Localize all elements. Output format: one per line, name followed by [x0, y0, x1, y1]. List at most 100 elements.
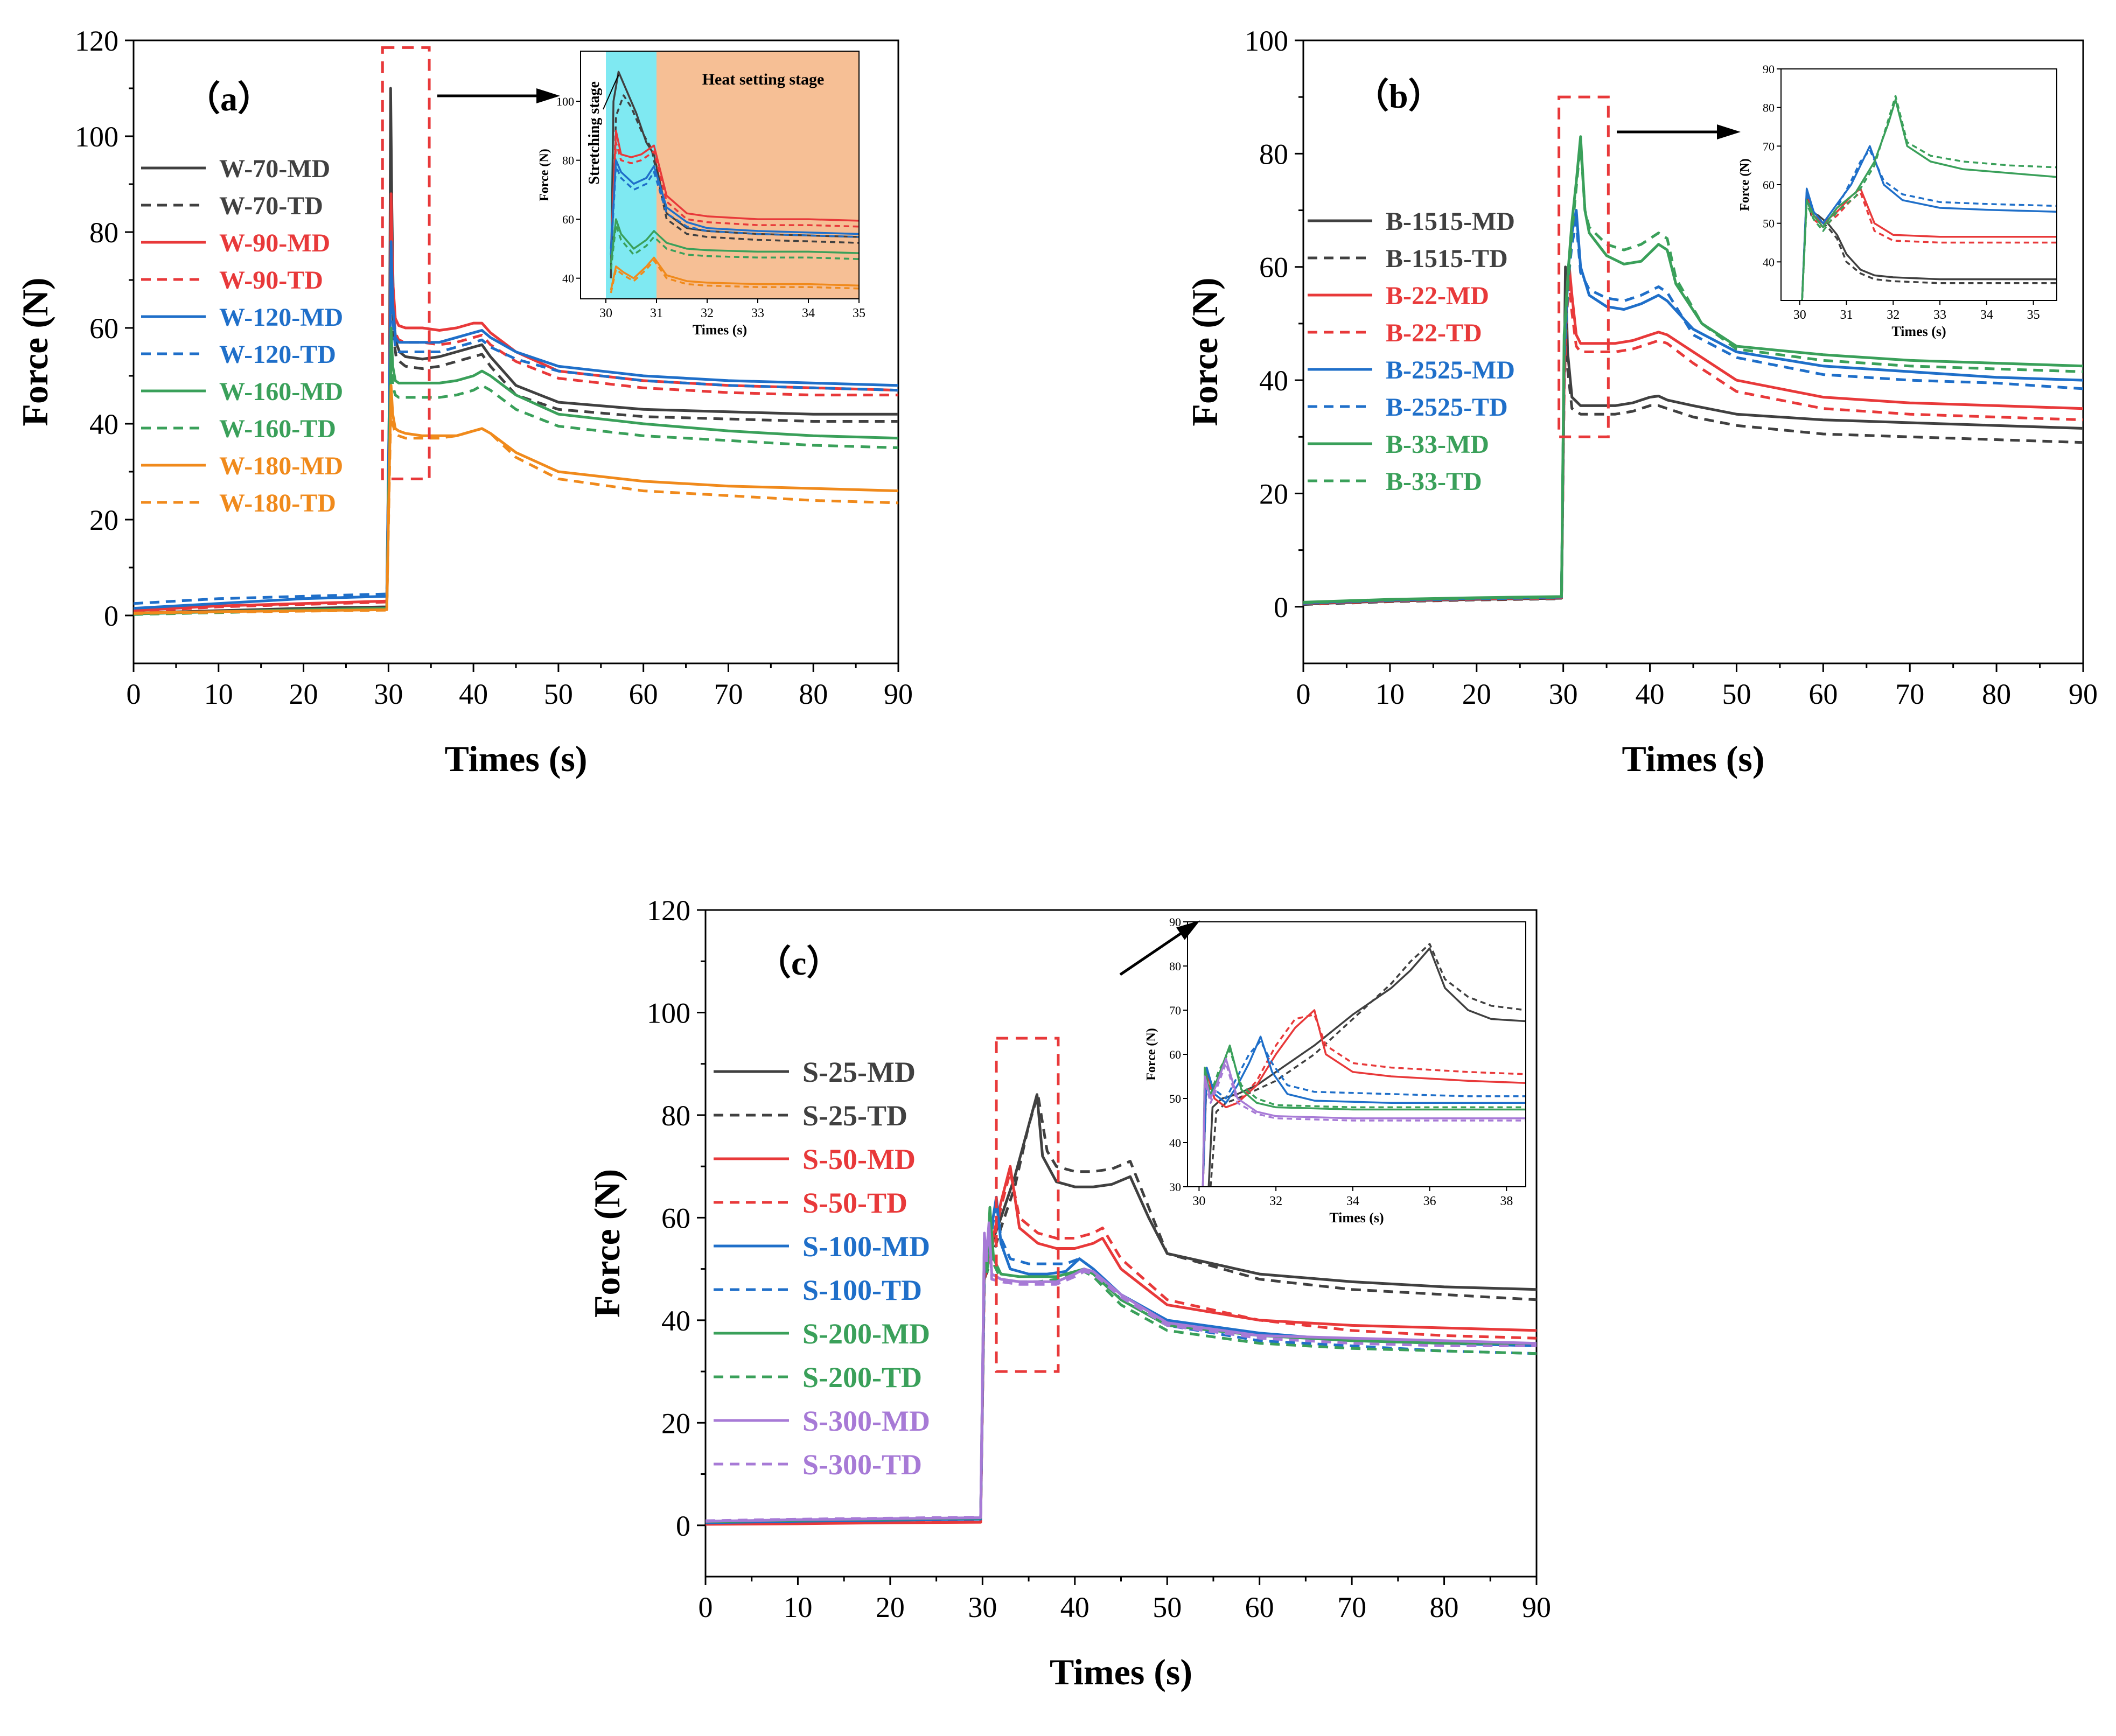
legend-label: S-200-TD	[802, 1361, 922, 1394]
inset-series-line-w-160-md	[610, 218, 859, 264]
inset-x-tick-label: 31	[650, 306, 663, 320]
legend-label: S-300-TD	[802, 1448, 922, 1481]
zoom-arrow-head	[1176, 920, 1200, 940]
inset-series-line-s-300-td	[1202, 1062, 1526, 1187]
inset-y-tick-label: 50	[1169, 1092, 1181, 1105]
legend-label: W-70-MD	[219, 155, 330, 183]
inset-x-tick-label: 30	[599, 306, 612, 320]
y-tick-label: 120	[647, 894, 690, 927]
legend-label: B-2525-TD	[1386, 393, 1508, 422]
legend-label: W-120-MD	[219, 303, 343, 332]
y-tick-label: 100	[647, 997, 690, 1029]
inset-frame	[1780, 68, 2057, 301]
legend-label: S-100-TD	[802, 1274, 922, 1306]
x-tick-label: 70	[1895, 678, 1924, 710]
series-line-s-100-td	[706, 1201, 1537, 1524]
inset-chart: 30 31 32 33 34 35 40 60 80 100 Times (s) Force (N) S…	[537, 51, 865, 338]
inset-series-line-w-90-td	[610, 142, 859, 255]
inset-x-tick-label: 34	[802, 306, 815, 320]
inset-y-tick-label: 90	[1763, 62, 1775, 76]
x-tick-label: 30	[968, 1591, 997, 1623]
inset-y-tick-label: 60	[1763, 178, 1775, 192]
x-tick-label: 10	[204, 678, 233, 710]
legend-label: S-25-MD	[802, 1056, 916, 1088]
series-line-b-33-md	[1303, 135, 2083, 604]
legend-label: W-180-TD	[219, 489, 336, 517]
legend-label: W-180-MD	[219, 452, 343, 480]
y-tick-label: 80	[661, 1100, 690, 1132]
legend-label: S-300-MD	[802, 1405, 930, 1437]
inset-x-tick-label: 32	[1269, 1194, 1282, 1208]
x-tick-label: 70	[1337, 1591, 1366, 1623]
inset-x-tick-label: 33	[751, 306, 764, 320]
zoom-arrow-head	[1717, 124, 1741, 139]
legend-label: W-160-TD	[219, 415, 336, 443]
inset-x-tick-label: 31	[1840, 308, 1853, 322]
y-axis-label: Force (N)	[586, 1169, 627, 1318]
inset-series-line-w-120-md	[610, 159, 859, 249]
inset-x-tick-label: 34	[1980, 308, 1993, 322]
inset-series-line-w-180-td	[610, 260, 859, 293]
x-tick-label: 90	[2069, 678, 2098, 710]
y-tick-label: 60	[1259, 251, 1288, 284]
inset-y-axis-label: Force (N)	[1144, 1028, 1158, 1081]
x-tick-label: 40	[459, 678, 488, 710]
inset-x-axis-label: Times (s)	[1329, 1210, 1384, 1226]
y-tick-label: 40	[1259, 365, 1288, 397]
inset-x-axis-label: Times (s)	[693, 322, 747, 338]
x-tick-label: 50	[1722, 678, 1751, 710]
y-tick-label: 40	[89, 408, 118, 440]
inset-series-line-w-180-md	[610, 256, 859, 290]
inset-x-axis-label: Times (s)	[1891, 324, 1946, 339]
y-axis-label: Force (N)	[1184, 277, 1225, 426]
legend-label: S-50-MD	[802, 1143, 916, 1175]
inset-x-tick-label: 30	[1793, 308, 1806, 322]
inset-y-axis-label: Force (N)	[537, 149, 551, 201]
inset-series-line-s-25-td	[1210, 943, 1526, 1187]
inset-series-line-w-160-td	[610, 224, 859, 270]
chart-panel-b: 0 10 20 30 40 50 60 70 80 90 0 20 40 60 80 100 Times (s)…	[1184, 25, 2098, 779]
x-tick-label: 50	[1153, 1591, 1182, 1623]
inset-series-line-s-25-md	[1207, 947, 1526, 1187]
y-tick-label: 80	[1259, 138, 1288, 170]
inset-series-line-s-100-td	[1202, 1040, 1526, 1187]
inset-series-line-b-2525-md	[1801, 145, 2057, 300]
legend-label: S-100-MD	[802, 1230, 930, 1263]
inset-stage-pointer	[603, 74, 619, 110]
inset-x-tick-label: 36	[1423, 1194, 1436, 1208]
legend-label: W-70-TD	[219, 192, 323, 220]
legend-label: S-50-TD	[802, 1187, 907, 1219]
inset-y-tick-label: 60	[1169, 1048, 1181, 1061]
x-tick-label: 20	[1462, 678, 1491, 710]
y-tick-label: 120	[75, 25, 118, 57]
zoom-region-box	[1558, 95, 1610, 438]
inset-y-axis-label: Force (N)	[1738, 158, 1752, 211]
inset-chart: 30 32 34 36 38 30 40 50 60 70 80 90 Times (s) Force (…	[1144, 915, 1526, 1226]
inset-series-line-s-50-td	[1202, 1013, 1526, 1187]
inset-series-line-w-70-td	[610, 94, 859, 278]
series-line-s-300-md	[706, 1221, 1537, 1523]
x-tick-label: 10	[1375, 678, 1405, 710]
x-tick-label: 60	[629, 678, 658, 710]
x-tick-label: 0	[1296, 678, 1311, 710]
zoom-region-box	[995, 1037, 1060, 1373]
y-tick-label: 0	[1274, 591, 1288, 624]
inset-stage-region	[657, 51, 859, 299]
y-tick-label: 100	[1245, 25, 1288, 57]
x-tick-label: 20	[876, 1591, 905, 1623]
legend-label: W-90-MD	[219, 229, 330, 257]
y-tick-label: 60	[89, 312, 118, 345]
series-line-b-33-td	[1303, 141, 2083, 604]
legend-label: B-22-TD	[1386, 319, 1482, 347]
inset-x-tick-label: 35	[853, 306, 865, 320]
y-tick-label: 20	[1259, 478, 1288, 510]
x-tick-label: 80	[1982, 678, 2011, 710]
y-tick-label: 40	[661, 1305, 690, 1337]
x-tick-label: 80	[799, 678, 828, 710]
inset-series-line-w-120-td	[610, 165, 859, 255]
legend-label: W-160-MD	[219, 377, 343, 406]
inset-series-line-w-90-md	[610, 130, 859, 249]
zoom-region-box	[381, 46, 431, 480]
inset-y-tick-label: 40	[562, 272, 574, 285]
x-tick-label: 60	[1245, 1591, 1274, 1623]
